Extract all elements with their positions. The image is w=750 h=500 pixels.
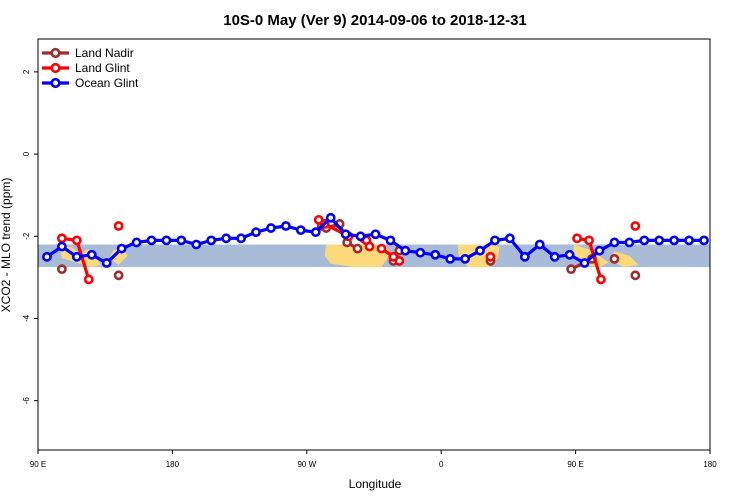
data-point <box>639 235 650 246</box>
data-point <box>485 251 496 262</box>
data-point <box>584 235 594 246</box>
legend-label: Ocean Glint <box>75 76 139 90</box>
data-point <box>340 229 351 240</box>
data-point <box>176 235 187 246</box>
data-point <box>699 235 709 246</box>
data-point <box>56 241 67 252</box>
series-layer <box>42 212 709 285</box>
data-point <box>624 237 635 248</box>
data-point <box>236 233 246 244</box>
data-point <box>549 251 560 262</box>
legend-item: Ocean Glint <box>42 76 139 90</box>
x-axis: 90 E 180 90 W 0 90 E 180 <box>30 450 717 469</box>
data-point <box>251 227 261 238</box>
data-point <box>475 245 485 256</box>
data-point <box>191 239 202 250</box>
y-tick-label: -2 <box>22 232 31 240</box>
map-land-2 <box>324 244 391 268</box>
legend-swatch-marker <box>50 47 61 59</box>
data-point <box>400 245 411 256</box>
data-point <box>146 235 157 246</box>
data-point <box>42 251 52 262</box>
data-point <box>385 235 396 246</box>
data-point <box>56 233 67 244</box>
x-axis-label: Longitude <box>349 477 402 491</box>
data-point <box>609 237 620 248</box>
data-point <box>355 231 366 242</box>
data-point <box>71 235 82 246</box>
data-point <box>116 243 127 254</box>
x-tick-label: 180 <box>166 460 180 469</box>
data-point <box>630 221 641 231</box>
data-point <box>364 241 375 252</box>
data-point <box>83 274 94 285</box>
x-tick-label: 90 E <box>30 460 46 469</box>
plot-frame <box>37 38 711 451</box>
data-point <box>376 243 387 254</box>
data-point <box>596 274 606 285</box>
data-point <box>310 227 321 238</box>
data-point <box>566 264 577 275</box>
x-tick-label: 90 W <box>297 460 316 469</box>
data-point <box>630 270 641 281</box>
data-point <box>460 253 470 264</box>
data-point <box>594 245 605 256</box>
y-tick-label: 0 <box>22 151 31 156</box>
y-tick-label: -6 <box>22 397 31 405</box>
data-point <box>572 233 582 244</box>
y-tick-label: 2 <box>22 69 31 74</box>
data-point <box>609 253 620 264</box>
data-point <box>86 249 97 260</box>
data-point <box>280 221 291 231</box>
data-point <box>352 243 363 254</box>
series-ocean-glint <box>42 212 709 268</box>
data-point <box>101 258 112 268</box>
data-point <box>430 249 441 260</box>
data-point <box>504 233 515 244</box>
data-point <box>534 239 545 250</box>
data-point <box>669 235 680 246</box>
y-axis: 2 0 -2 -4 -6 <box>22 69 38 404</box>
x-tick-label: 180 <box>703 460 717 469</box>
data-point <box>71 251 82 262</box>
data-point <box>161 235 172 246</box>
x-tick-label: 90 E <box>567 460 583 469</box>
data-point <box>564 249 575 260</box>
chart-title: 10S-0 May (Ver 9) 2014-09-06 to 2018-12-… <box>223 12 527 29</box>
data-point <box>113 270 124 281</box>
legend-label: Land Nadir <box>75 46 134 60</box>
x-tick-label: 0 <box>439 460 444 469</box>
data-point <box>113 221 124 231</box>
legend-label: Land Glint <box>75 61 130 75</box>
data-point <box>654 235 665 246</box>
data-point <box>490 235 500 246</box>
y-axis-label: XCO2 - MLO trend (ppm) <box>0 178 13 313</box>
legend-item: Land Glint <box>42 61 130 75</box>
y-tick-label: -4 <box>22 314 31 322</box>
data-point <box>295 225 306 236</box>
data-point <box>445 253 456 264</box>
legend-swatch-marker <box>50 62 61 74</box>
data-point <box>519 251 530 262</box>
data-point <box>415 247 426 258</box>
data-point <box>131 237 142 248</box>
data-point <box>221 233 232 244</box>
data-point <box>266 223 276 233</box>
map-land-5 <box>611 251 639 268</box>
data-point <box>325 212 336 223</box>
data-point <box>579 258 590 268</box>
data-point <box>684 235 694 246</box>
data-point <box>206 235 217 246</box>
data-point <box>370 229 381 240</box>
legend-swatch-marker <box>50 77 61 89</box>
data-point <box>394 256 405 266</box>
legend-item: Land Nadir <box>42 46 134 60</box>
data-point <box>56 264 67 275</box>
